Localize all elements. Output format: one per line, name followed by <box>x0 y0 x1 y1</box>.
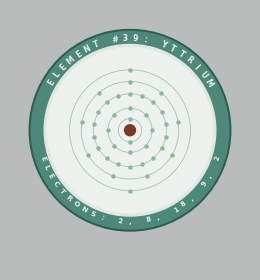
Text: E: E <box>39 155 47 162</box>
Text: Y: Y <box>160 40 168 50</box>
Text: I: I <box>192 63 201 71</box>
Text: N: N <box>80 206 88 214</box>
Circle shape <box>48 48 213 213</box>
Text: L: L <box>43 164 50 171</box>
Text: ,: , <box>156 214 161 221</box>
Text: M: M <box>65 54 77 66</box>
Text: 2: 2 <box>213 155 221 162</box>
Circle shape <box>29 29 231 231</box>
Text: :: : <box>99 214 104 221</box>
Text: M: M <box>203 77 214 88</box>
Text: T: T <box>92 40 100 50</box>
Circle shape <box>44 45 216 216</box>
Text: S: S <box>89 210 96 218</box>
Text: O: O <box>72 200 80 209</box>
Text: R: R <box>65 194 73 202</box>
Text: 3: 3 <box>122 34 128 43</box>
Text: 9: 9 <box>200 180 208 188</box>
Text: 8: 8 <box>180 200 188 208</box>
Text: E: E <box>74 49 83 60</box>
Text: T: T <box>58 188 66 195</box>
Text: R: R <box>184 55 194 66</box>
Text: U: U <box>197 69 208 80</box>
Text: 9: 9 <box>132 34 138 43</box>
Text: T: T <box>177 49 186 60</box>
Text: :: : <box>142 35 147 45</box>
Text: 1: 1 <box>172 206 179 213</box>
Text: ,: , <box>206 173 213 179</box>
Text: ,: , <box>188 195 194 202</box>
Text: E: E <box>58 62 69 72</box>
Circle shape <box>31 31 229 229</box>
Text: 8: 8 <box>146 216 152 223</box>
Text: N: N <box>82 44 92 55</box>
Text: T: T <box>168 44 177 55</box>
Text: L: L <box>52 70 62 79</box>
Text: ,: , <box>129 219 131 225</box>
Text: #: # <box>111 35 119 45</box>
Text: 2: 2 <box>118 218 123 225</box>
Text: E: E <box>46 78 57 87</box>
Text: E: E <box>47 172 54 180</box>
Circle shape <box>125 125 135 136</box>
Text: C: C <box>52 180 60 188</box>
